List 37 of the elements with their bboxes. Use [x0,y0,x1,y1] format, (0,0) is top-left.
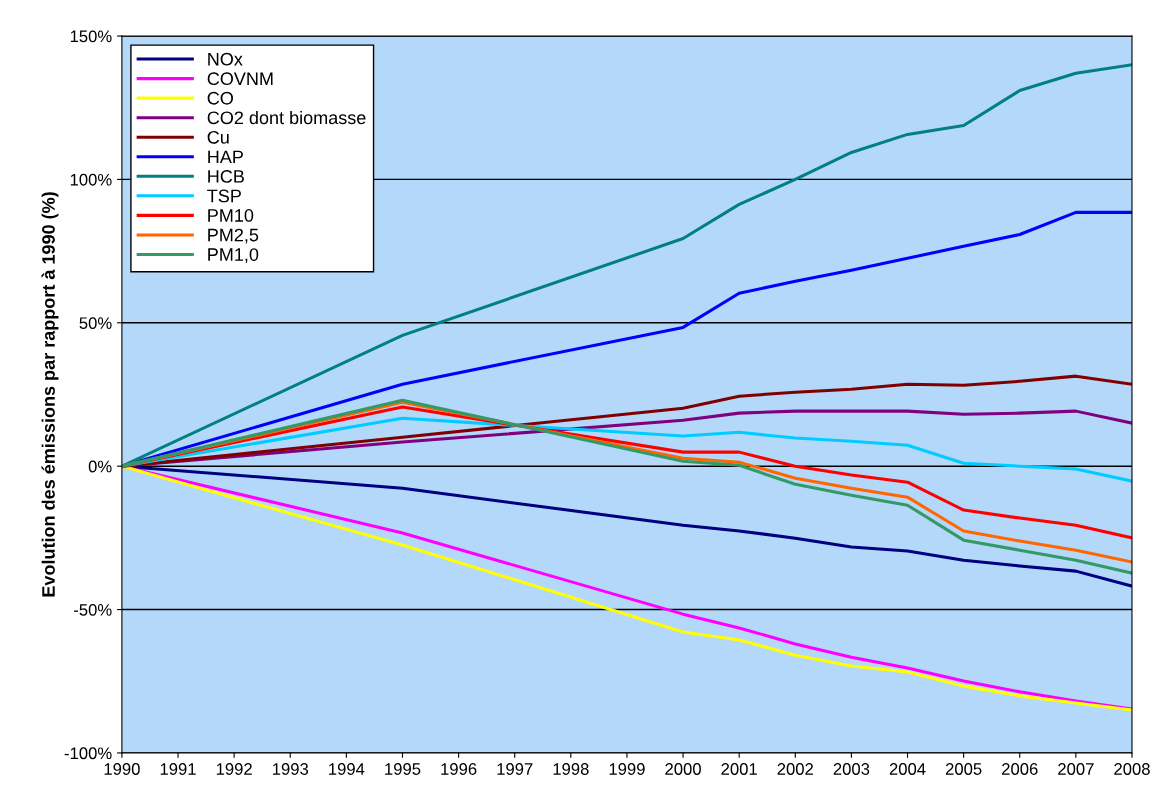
x-tick-label: 2007 [1058,763,1094,775]
legend-label: PM10 [208,209,254,222]
legend-label: NOx [208,52,243,66]
y-tick-label: 0% [88,460,112,473]
x-tick-label: 2005 [945,763,982,775]
y-tick-label: 50% [79,317,112,330]
x-tick-label: 1991 [160,763,196,775]
legend-label: COVNM [207,72,273,86]
legend-label: CO [207,91,233,105]
x-tick-label: 2008 [1114,763,1150,775]
legend-label: TSP [207,189,241,203]
x-tick-label: 1994 [329,763,365,775]
y-tick-label: -100% [64,747,112,760]
y-axis-title: Evolution des émissions par rapport à 1990 (%) [41,192,59,597]
x-tick-label: 1998 [553,763,589,775]
y-tick-label: -50% [74,603,112,616]
legend-label: PM2,5 [208,228,259,244]
x-tick-label: 1997 [497,763,533,775]
x-tick-label: 2002 [777,763,813,775]
legend-label: CO2 dont biomasse [207,110,366,125]
y-tick-label: 150% [70,30,112,43]
legend-label: HCB [208,170,244,183]
x-tick-label: 1990 [104,763,140,775]
x-tick-label: 2004 [889,763,926,775]
x-tick-label: 1995 [385,763,421,775]
x-tick-label: 2000 [665,763,701,775]
legend-label: HAP [208,150,243,164]
x-tick-label: 2006 [1002,763,1038,775]
y-tick-label: 100% [70,173,112,186]
x-tick-label: 2001 [721,763,757,775]
legend-label: PM1,0 [208,248,259,264]
x-tick-label: 1999 [609,763,645,775]
x-tick-label: 1993 [272,763,309,775]
x-tick-label: 1992 [216,763,252,775]
x-tick-label: 2003 [833,763,870,775]
x-tick-label: 1996 [441,763,477,775]
legend-label: Cu [207,130,229,144]
